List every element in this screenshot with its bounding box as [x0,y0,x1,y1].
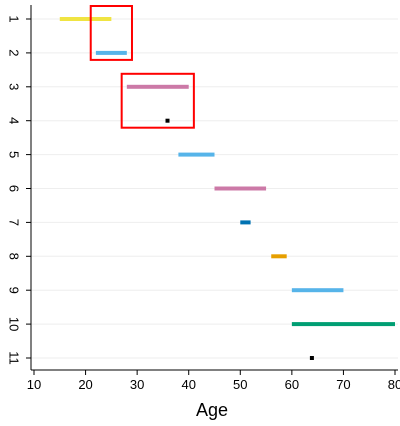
y-tick-label-3: 3 [7,83,22,90]
bar-row-10 [291,322,395,327]
x-tick-label-10: 10 [27,377,41,392]
x-tick-label-80: 80 [388,377,400,392]
y-tick-label-11: 11 [7,351,22,365]
x-tick-label-20: 20 [78,377,92,392]
y-tick-label-10: 10 [7,317,22,331]
axes-frame [30,5,398,371]
y-tick-label-4: 4 [7,117,22,124]
bar-row-3 [126,84,189,89]
y-tick-label-7: 7 [7,219,22,226]
bar-row-1 [59,17,112,21]
bar-row-8 [271,254,287,259]
x-tick-label-40: 40 [181,377,195,392]
bar-row-2 [95,50,127,55]
highlight-boxes [89,5,195,129]
y-tick-label-9: 9 [7,287,22,294]
y-tick-label-1: 1 [7,15,22,22]
y-axis-ticks: 1 2 3 4 5 6 7 8 9 10 11 [7,15,31,365]
bar-row-11 [309,356,314,360]
highlight-box-1 [89,5,133,61]
bar-row-9 [291,288,344,293]
range-bars [59,17,395,360]
bar-row-6 [214,186,267,191]
y-tick-label-5: 5 [7,151,22,158]
x-tick-label-60: 60 [285,377,299,392]
y-tick-label-6: 6 [7,185,22,192]
x-axis-title: Age [196,400,228,420]
x-tick-label-70: 70 [336,377,350,392]
y-tick-label-8: 8 [7,253,22,260]
x-tick-label-30: 30 [130,377,144,392]
y-tick-label-2: 2 [7,49,22,56]
highlight-box-2 [120,72,195,129]
bar-row-4 [165,118,170,123]
bar-row-7 [240,220,251,225]
x-tick-label-50: 50 [233,377,247,392]
x-axis-ticks: 10 20 30 40 50 60 70 80 [27,370,400,392]
bar-row-5 [178,152,215,157]
